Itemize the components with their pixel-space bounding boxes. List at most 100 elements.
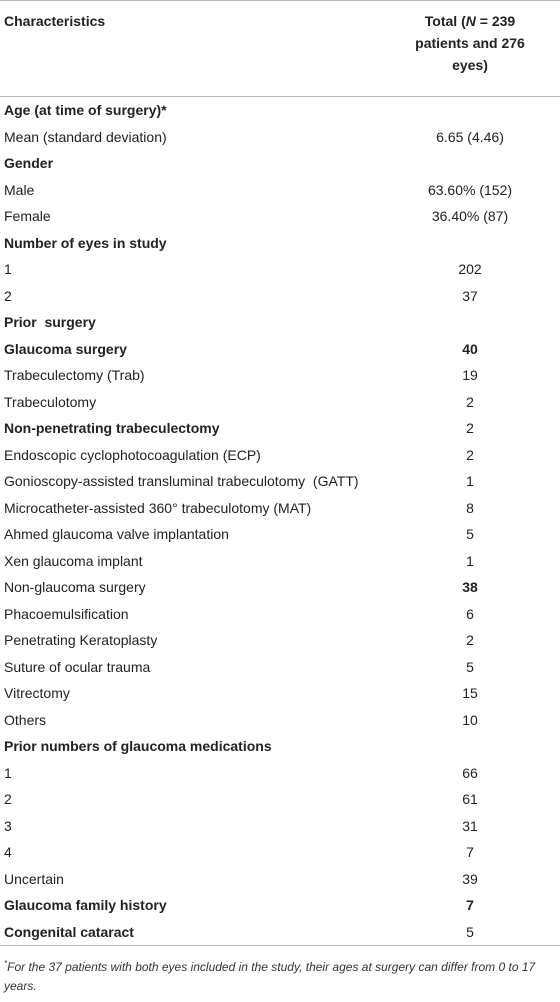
value-cell: 1 bbox=[466, 473, 474, 489]
value-cell: 38 bbox=[462, 579, 478, 595]
table-row: Gonioscopy-assisted transluminal trabecu… bbox=[0, 468, 560, 495]
table-row: Glaucoma surgery 40 bbox=[0, 336, 560, 363]
footnote: *For the 37 patients with both eyes incl… bbox=[0, 946, 560, 996]
value-cell: 61 bbox=[462, 791, 478, 807]
value-cell: 6.65 (4.46) bbox=[436, 128, 504, 145]
value-cell: 31 bbox=[462, 817, 478, 834]
label-cell: Non-penetrating trabeculectomy bbox=[4, 420, 220, 436]
table-row: Penetrating Keratoplasty 2 bbox=[0, 627, 560, 654]
table-row: Others 10 bbox=[0, 707, 560, 734]
value-cell bbox=[400, 309, 540, 336]
value-cell: 63.60% (152) bbox=[427, 181, 513, 198]
label-cell: Suture of ocular trauma bbox=[4, 658, 151, 675]
label-cell: Glaucoma family history bbox=[4, 897, 167, 913]
header-cell: Characteristics bbox=[0, 0, 400, 97]
table-row: Trabeculectomy (Trab) 19 bbox=[0, 362, 560, 389]
value-cell: 7 bbox=[466, 897, 474, 913]
label-cell: Gonioscopy-assisted transluminal trabecu… bbox=[4, 473, 359, 489]
label-cell: Penetrating Keratoplasty bbox=[4, 632, 158, 648]
label-cell: Number of eyes in study bbox=[4, 234, 167, 251]
table-row: 3 31 bbox=[0, 813, 560, 840]
label-cell: Non-glaucoma surgery bbox=[4, 579, 146, 595]
value-cell: 2 bbox=[466, 632, 474, 648]
header-text: = 239 patients and 276 eyes) bbox=[415, 13, 525, 73]
value-cell bbox=[400, 150, 540, 177]
label-cell: Trabeculotomy bbox=[4, 393, 97, 410]
table-row: Ahmed glaucoma valve implantation 5 bbox=[0, 521, 560, 548]
table-row: Glaucoma family history 7 bbox=[0, 892, 560, 919]
table-row: Prior numbers of glaucoma medications bbox=[0, 733, 560, 760]
value-cell: 37 bbox=[462, 287, 478, 304]
header-row: Characteristics Total (N = 239 patients … bbox=[0, 0, 560, 97]
table-row: Age (at time of surgery)* bbox=[0, 97, 560, 124]
label-cell: Others bbox=[4, 711, 47, 728]
table-row: 2 61 bbox=[0, 786, 560, 813]
label-cell: 1 bbox=[4, 764, 12, 781]
label-cell: Gender bbox=[4, 155, 54, 171]
label-cell: Ahmed glaucoma valve implantation bbox=[4, 526, 229, 542]
table-row: Endoscopic cyclophotocoagulation (ECP) 2 bbox=[0, 442, 560, 469]
label-cell: Age (at time of surgery)* bbox=[4, 102, 167, 118]
table-row: Non-penetrating trabeculectomy 2 bbox=[0, 415, 560, 442]
label-cell: Phacoemulsification bbox=[4, 605, 129, 622]
value-cell: 7 bbox=[466, 844, 474, 860]
table-row: Uncertain 39 bbox=[0, 866, 560, 893]
label-cell: 2 bbox=[4, 791, 12, 807]
table-row: Gender bbox=[0, 150, 560, 177]
label-cell: 4 bbox=[4, 844, 12, 860]
header-text: N bbox=[465, 13, 476, 29]
label-cell: Microcatheter-assisted 360° trabeculotom… bbox=[4, 499, 312, 516]
label-cell: Prior surgery bbox=[4, 314, 96, 330]
table-row: Mean (standard deviation) 6.65 (4.46) bbox=[0, 124, 560, 151]
table-row: Non-glaucoma surgery 38 bbox=[0, 574, 560, 601]
label-cell: Uncertain bbox=[4, 870, 64, 887]
label-cell: Xen glaucoma implant bbox=[4, 552, 143, 569]
label-cell: Mean (standard deviation) bbox=[4, 128, 167, 145]
value-cell: 10 bbox=[462, 711, 478, 728]
table-row: Congenital cataract 5 bbox=[0, 918, 560, 946]
table-row: 1 66 bbox=[0, 760, 560, 787]
value-cell: 5 bbox=[400, 918, 540, 946]
table-row: Prior surgery bbox=[0, 309, 560, 336]
label-cell: 1 bbox=[4, 261, 12, 277]
value-cell: 202 bbox=[458, 261, 482, 277]
value-cell: 36.40% (87) bbox=[431, 208, 509, 224]
value-cell: 5 bbox=[466, 526, 474, 542]
value-cell: 39 bbox=[462, 870, 478, 887]
label-cell: Prior numbers of glaucoma medications bbox=[4, 738, 272, 754]
table-row: Xen glaucoma implant 1 bbox=[0, 548, 560, 575]
label-cell: Vitrectomy bbox=[4, 685, 70, 701]
value-cell bbox=[400, 733, 540, 760]
table-row: Number of eyes in study bbox=[0, 230, 560, 257]
value-cell: 8 bbox=[466, 499, 474, 516]
header-cell: Total (N = 239 patients and 276 eyes) bbox=[400, 0, 540, 97]
label-cell: Glaucoma surgery bbox=[4, 340, 127, 357]
table-row: Phacoemulsification 6 bbox=[0, 601, 560, 628]
value-cell: 19 bbox=[462, 367, 478, 383]
value-cell: 15 bbox=[462, 685, 478, 701]
value-cell bbox=[400, 230, 540, 257]
header-text: Total ( bbox=[424, 13, 466, 29]
label-cell: Congenital cataract bbox=[0, 918, 400, 946]
table-row: Trabeculotomy 2 bbox=[0, 389, 560, 416]
table-row: Microcatheter-assisted 360° trabeculotom… bbox=[0, 495, 560, 522]
table-row: Vitrectomy 15 bbox=[0, 680, 560, 707]
label-cell: 2 bbox=[4, 287, 12, 304]
value-cell: 5 bbox=[466, 658, 474, 675]
value-cell bbox=[400, 97, 540, 124]
value-cell: 1 bbox=[466, 552, 474, 569]
label-cell: 3 bbox=[4, 817, 12, 834]
value-cell: 66 bbox=[462, 764, 478, 781]
label-cell: Trabeculectomy (Trab) bbox=[4, 367, 145, 383]
table-row: 1 202 bbox=[0, 256, 560, 283]
table: Characteristics Total (N = 239 patients … bbox=[0, 0, 560, 946]
table-row: Female 36.40% (87) bbox=[0, 203, 560, 230]
footnote-text: For the 37 patients with both eyes inclu… bbox=[4, 960, 536, 993]
value-cell: 2 bbox=[466, 393, 474, 410]
value-cell: 6 bbox=[466, 605, 474, 622]
value-cell: 2 bbox=[466, 420, 474, 436]
value-cell: 40 bbox=[462, 340, 478, 357]
footnote-marker: * bbox=[4, 959, 8, 968]
